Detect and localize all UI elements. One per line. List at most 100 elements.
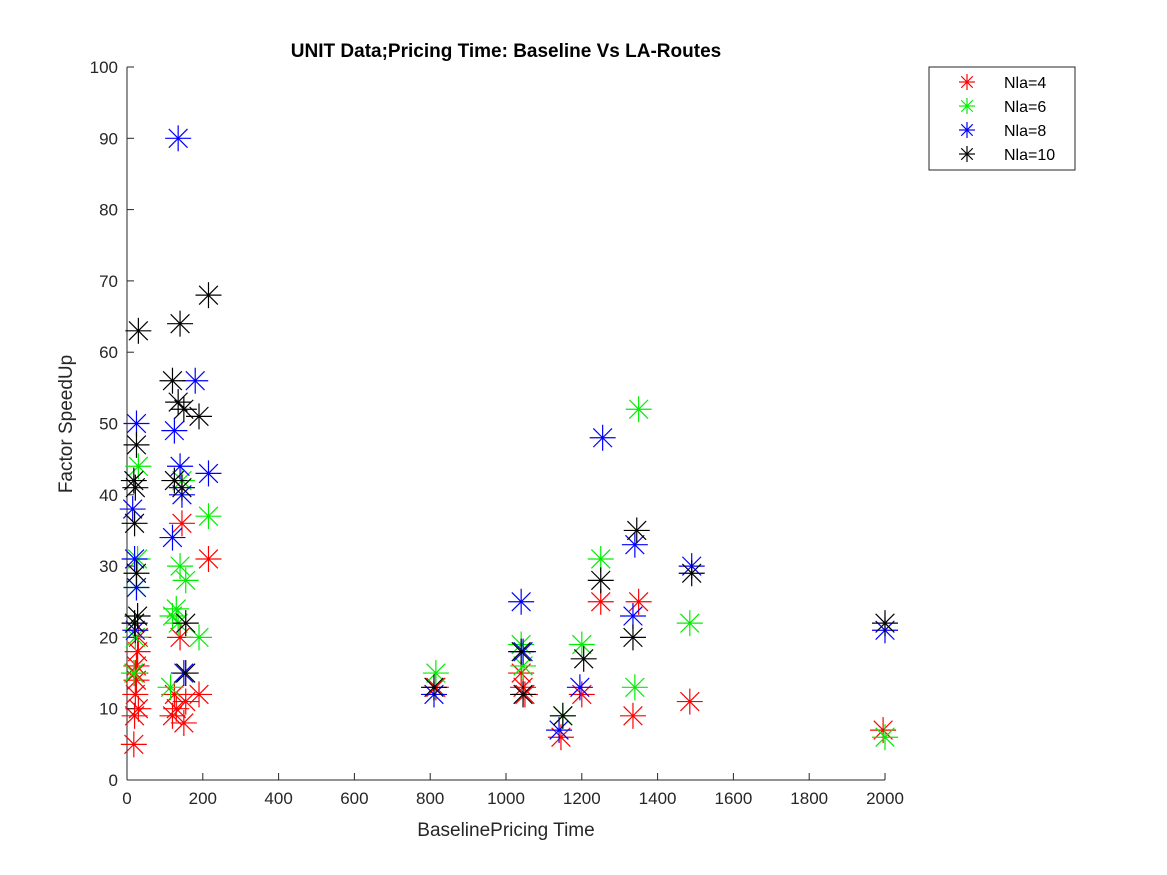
x-tick-label: 600 — [340, 789, 368, 808]
y-tick-label: 10 — [99, 700, 118, 719]
data-point — [566, 674, 593, 701]
data-point — [159, 702, 186, 729]
x-tick-label: 1200 — [563, 789, 601, 808]
x-tick-label: 400 — [264, 789, 292, 808]
data-point — [676, 610, 703, 637]
data-point — [186, 681, 213, 708]
data-point — [195, 282, 222, 309]
x-tick-label: 200 — [189, 789, 217, 808]
data-point — [186, 624, 213, 651]
data-point — [120, 467, 147, 494]
data-point — [172, 610, 199, 637]
chart-title: UNIT Data;Pricing Time: Baseline Vs LA-R… — [291, 41, 721, 62]
y-tick-label: 100 — [90, 58, 118, 77]
legend-box — [928, 66, 1076, 171]
data-point — [872, 724, 898, 751]
y-tick-label: 40 — [99, 486, 118, 505]
y-tick-label: 90 — [99, 129, 118, 148]
data-point — [872, 610, 898, 637]
data-point — [167, 310, 194, 337]
legend-label: Nla=6 — [1004, 99, 1046, 116]
data-point — [621, 674, 648, 701]
data-point — [170, 709, 197, 736]
data-point — [195, 503, 222, 530]
data-point — [676, 688, 703, 715]
legend-label: Nla=4 — [1004, 75, 1046, 92]
y-tick-label: 20 — [99, 628, 118, 647]
data-point — [549, 702, 576, 729]
data-point — [125, 453, 152, 480]
data-point — [125, 317, 152, 344]
data-point — [587, 545, 614, 572]
series-nla-6 — [120, 396, 898, 751]
data-point — [121, 510, 148, 537]
data-point — [121, 545, 148, 572]
data-point — [170, 396, 197, 423]
data-point — [159, 603, 186, 630]
data-point — [163, 695, 190, 722]
legend-marker — [959, 122, 975, 138]
x-tick-label: 0 — [122, 789, 131, 808]
data-point — [124, 638, 151, 665]
x-tick-label: 1000 — [487, 789, 525, 808]
data-point — [161, 417, 188, 444]
legend-label: Nla=10 — [1004, 147, 1055, 164]
data-point — [123, 431, 150, 458]
data-point — [120, 660, 147, 687]
legend-label: Nla=8 — [1004, 123, 1046, 140]
data-point — [587, 567, 614, 594]
y-axis-label: Factor SpeedUp — [56, 355, 77, 493]
data-point — [678, 560, 705, 587]
data-point — [619, 624, 646, 651]
data-point — [121, 610, 148, 637]
data-point — [510, 681, 537, 708]
data-point — [195, 545, 222, 572]
y-tick-label: 80 — [99, 201, 118, 220]
data-point — [168, 510, 195, 537]
x-tick-label: 1800 — [790, 789, 828, 808]
y-tick-label: 50 — [99, 415, 118, 434]
data-point — [619, 702, 646, 729]
data-point — [182, 367, 209, 394]
x-tick-label: 1600 — [714, 789, 752, 808]
data-point — [172, 567, 199, 594]
data-point — [589, 424, 616, 451]
x-axis-label: BaselinePricing Time — [417, 820, 594, 841]
data-point — [120, 731, 147, 758]
data-point — [165, 389, 192, 416]
y-tick-label: 60 — [99, 343, 118, 362]
y-tick-label: 70 — [99, 272, 118, 291]
data-point — [195, 460, 222, 487]
data-point — [168, 474, 195, 501]
legend-marker — [959, 98, 975, 114]
data-point — [159, 524, 186, 551]
data-point — [121, 702, 148, 729]
data-point — [508, 588, 535, 615]
data-point — [157, 674, 184, 701]
series-nla-10 — [120, 282, 898, 729]
axis-ticks: 0 200 400 600 800 1000 1200 1400 1600 1800 2000 0 10… — [90, 58, 904, 808]
data-point — [123, 667, 150, 694]
data-point — [625, 396, 652, 423]
legend-marker — [959, 74, 975, 90]
data-point — [422, 660, 449, 687]
data-point — [159, 367, 186, 394]
plot-area — [126, 67, 885, 781]
data-point — [172, 688, 199, 715]
data-point — [546, 717, 573, 744]
data-point — [623, 517, 650, 544]
legend: Nla=4 Nla=6 Nla=8 Nla=10 — [928, 66, 1076, 171]
data-point — [123, 560, 150, 587]
data-point — [172, 660, 199, 687]
x-tick-label: 800 — [416, 789, 444, 808]
x-tick-label: 1400 — [639, 789, 677, 808]
legend-marker — [959, 146, 975, 162]
data-point — [122, 617, 149, 644]
y-tick-label: 30 — [99, 557, 118, 576]
data-point — [570, 645, 597, 672]
x-tick-label: 2000 — [866, 789, 904, 808]
data-point — [186, 403, 213, 430]
data-point — [508, 638, 535, 665]
series-nla-4 — [120, 510, 897, 758]
